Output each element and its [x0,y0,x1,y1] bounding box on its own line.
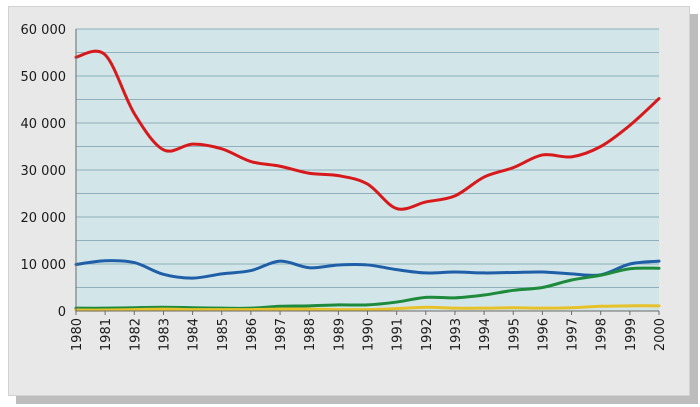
x-tick-label: 1981 [99,318,114,351]
series-line-2 [74,259,661,280]
x-tick-label: 1987 [274,318,289,351]
series-line-3 [74,266,661,310]
y-tick-label: 50 000 [21,70,67,85]
x-tick-label: 1983 [157,318,172,351]
x-tick-label: 1988 [303,318,318,351]
x-tick-label: 1999 [624,318,639,351]
x-tick-label: 1990 [362,318,377,351]
x-tick-label: 2000 [653,318,668,351]
y-tick-label: 60 000 [21,23,67,38]
series-line-4 [74,304,661,312]
x-tick-label: 1995 [507,318,522,351]
y-tick-label: 0 [58,305,66,320]
x-tick-label: 1985 [216,318,231,351]
y-tick-label: 20 000 [21,211,67,226]
x-tick-label: 1994 [478,318,493,351]
x-tick-label: 1997 [566,318,581,351]
x-tick-label: 1982 [128,318,143,351]
x-tick-label: 1980 [70,318,85,351]
x-tick-label: 1984 [187,318,202,351]
series-line-1 [74,49,661,211]
x-tick-label: 1996 [536,318,551,351]
y-tick-label: 30 000 [21,164,67,179]
x-tick-label: 1986 [245,318,260,351]
x-tick-label: 1989 [332,318,347,351]
x-tick-label: 1993 [449,318,464,351]
x-tick-label: 1991 [391,318,406,351]
x-tick-label: 1998 [595,318,610,351]
x-tick-label: 1992 [420,318,435,351]
y-tick-label: 40 000 [21,117,67,132]
y-tick-label: 10 000 [21,258,67,273]
